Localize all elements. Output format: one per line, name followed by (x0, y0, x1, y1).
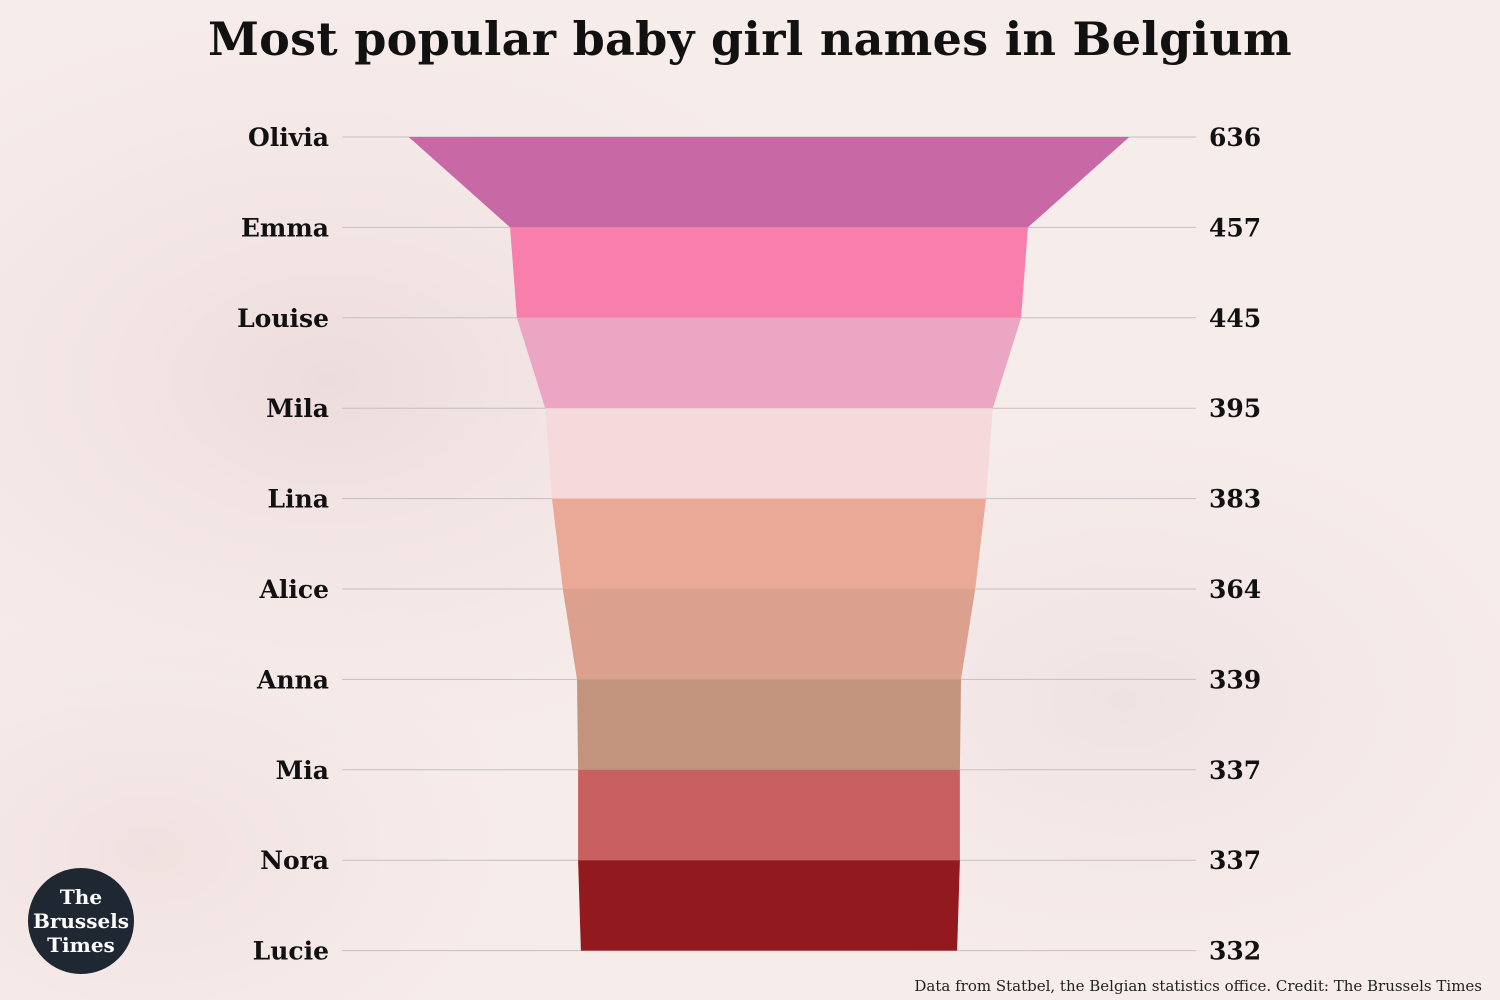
source-note: Data from Statbel, the Belgian statistic… (914, 977, 1482, 995)
name-label-nora: Nora (260, 846, 329, 875)
value-label-mia: 337 (1209, 756, 1261, 785)
funnel-segment-alice (562, 589, 976, 680)
funnel-segment-mila (545, 408, 993, 499)
value-label-anna: 339 (1209, 665, 1261, 694)
funnel-segment-olivia (408, 137, 1130, 228)
funnel-segment-lina (552, 498, 986, 589)
name-label-lucie: Lucie (253, 937, 329, 966)
funnel-segment-mia (578, 769, 960, 861)
logo-line-2: Brussels (32, 909, 130, 933)
value-label-lina: 383 (1209, 485, 1261, 514)
funnel-segment-anna (577, 679, 961, 770)
name-label-lina: Lina (268, 485, 329, 514)
name-label-anna: Anna (256, 665, 329, 694)
value-label-mila: 395 (1209, 394, 1261, 423)
value-label-lucie: 332 (1209, 937, 1261, 966)
value-label-nora: 337 (1209, 846, 1261, 875)
value-label-olivia: 636 (1209, 123, 1261, 152)
chart-title: Most popular baby girl names in Belgium (207, 12, 1293, 66)
logo-line-1: The (59, 885, 103, 909)
name-label-alice: Alice (258, 575, 329, 604)
name-label-olivia: Olivia (248, 123, 329, 152)
name-label-emma: Emma (241, 213, 329, 242)
name-label-mia: Mia (276, 756, 329, 785)
value-label-louise: 445 (1209, 304, 1261, 333)
funnel-segment-louise (516, 317, 1022, 409)
value-label-emma: 457 (1209, 213, 1261, 242)
brussels-times-logo: The Brussels Times (28, 868, 134, 974)
funnel-segment-nora (578, 860, 960, 951)
funnel-segment-emma (510, 227, 1028, 318)
logo-line-3: Times (47, 933, 115, 957)
value-label-alice: 364 (1209, 575, 1261, 604)
name-label-louise: Louise (237, 304, 329, 333)
name-label-mila: Mila (266, 394, 329, 423)
